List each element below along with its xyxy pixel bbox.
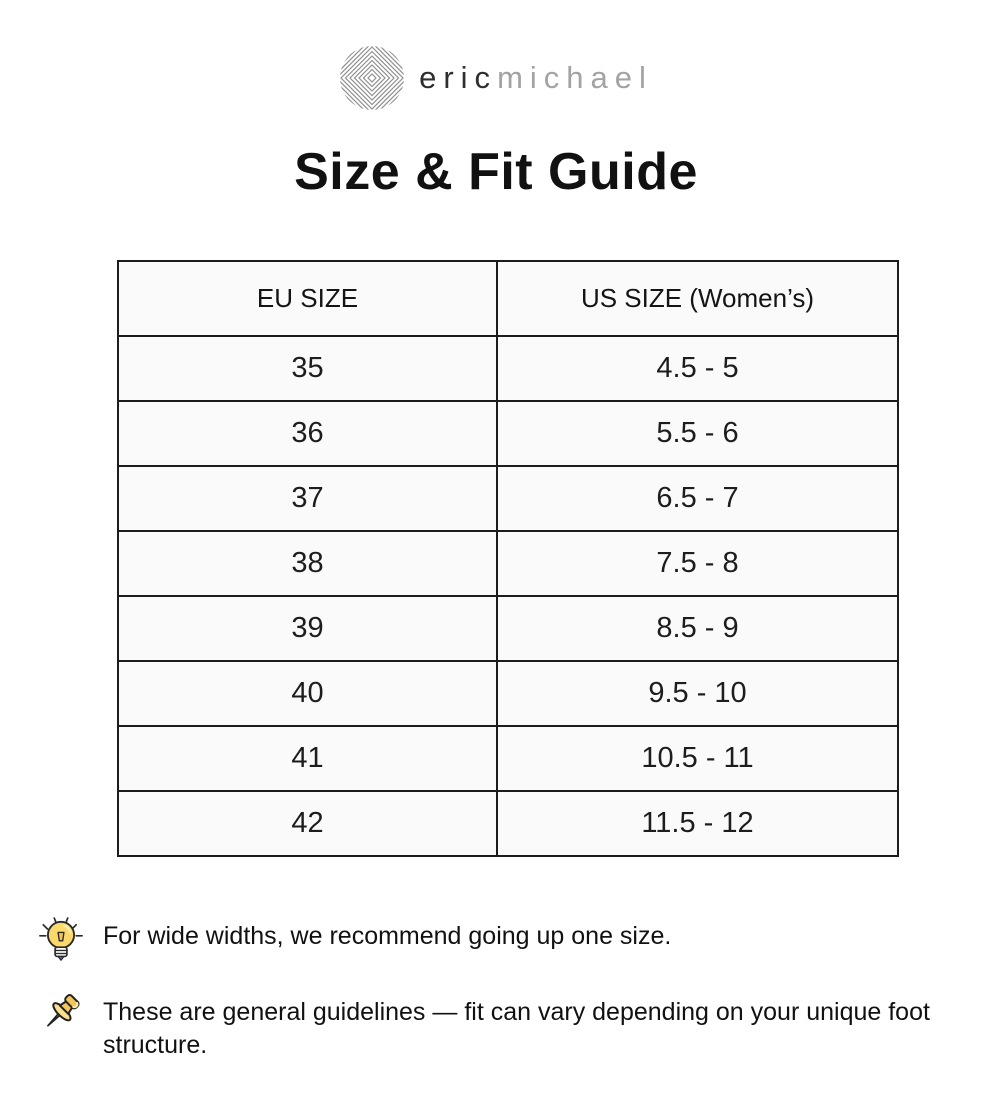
general-guidelines-note-text: These are general guidelines — fit can v… [103, 998, 930, 1059]
brand-name-primary: eric [419, 60, 498, 95]
table-row: 39 8.5 - 9 [117, 595, 899, 662]
table-row: 42 11.5 - 12 [117, 790, 899, 857]
table-row: 40 9.5 - 10 [117, 660, 899, 727]
diamond-pattern-icon [340, 46, 405, 110]
column-header-us-size: US SIZE (Women’s) [496, 260, 899, 337]
size-conversion-table: EU SIZE US SIZE (Women’s) 35 4.5 - 5 36 … [117, 260, 899, 857]
eu-size-cell: 36 [117, 400, 498, 467]
table-row: 38 7.5 - 8 [117, 530, 899, 597]
brand-logo: ericmichael [0, 0, 992, 112]
us-size-cell: 4.5 - 5 [496, 335, 899, 402]
brand-name-secondary: michael [497, 60, 653, 95]
us-size-cell: 5.5 - 6 [496, 400, 899, 467]
us-size-cell: 6.5 - 7 [496, 465, 899, 532]
us-size-cell: 11.5 - 12 [496, 790, 899, 857]
eu-size-cell: 35 [117, 335, 498, 402]
table-row: 37 6.5 - 7 [117, 465, 899, 532]
general-guidelines-note: These are general guidelines — fit can v… [34, 987, 992, 1062]
column-header-eu-size: EU SIZE [117, 260, 498, 337]
footnotes: For wide widths, we recommend going up o… [34, 911, 992, 1062]
eu-size-cell: 38 [117, 530, 498, 597]
eu-size-cell: 41 [117, 725, 498, 792]
eu-size-cell: 40 [117, 660, 498, 727]
page-title: Size & Fit Guide [294, 143, 698, 201]
table-row: 35 4.5 - 5 [117, 335, 899, 402]
wide-width-note-text: For wide widths, we recommend going up o… [103, 922, 672, 950]
wide-width-note: For wide widths, we recommend going up o… [34, 911, 992, 969]
table-row: 36 5.5 - 6 [117, 400, 899, 467]
table-row: 41 10.5 - 11 [117, 725, 899, 792]
us-size-cell: 10.5 - 11 [496, 725, 899, 792]
pushpin-icon [47, 994, 80, 1027]
lightbulb-icon [39, 917, 83, 961]
us-size-cell: 8.5 - 9 [496, 595, 899, 662]
eu-size-cell: 39 [117, 595, 498, 662]
table-header-row: EU SIZE US SIZE (Women’s) [117, 260, 899, 337]
us-size-cell: 7.5 - 8 [496, 530, 899, 597]
eu-size-cell: 37 [117, 465, 498, 532]
us-size-cell: 9.5 - 10 [496, 660, 899, 727]
eu-size-cell: 42 [117, 790, 498, 857]
brand-name: ericmichael [419, 60, 653, 96]
